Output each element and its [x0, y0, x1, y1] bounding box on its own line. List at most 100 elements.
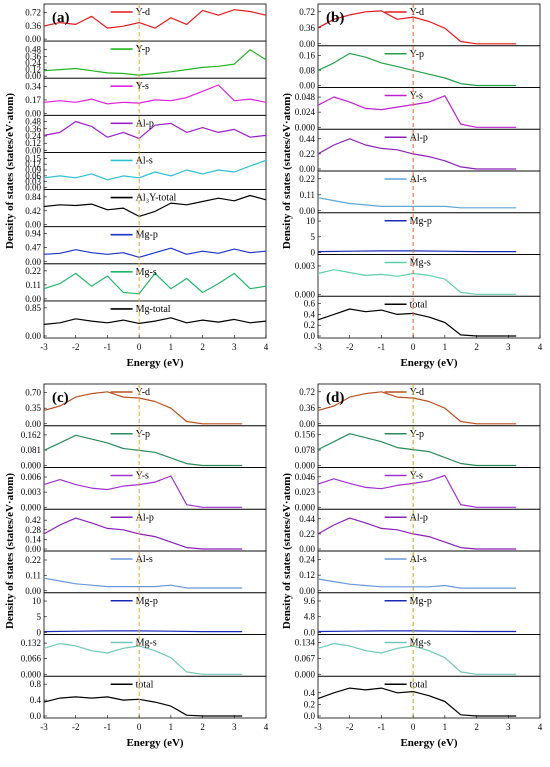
legend-label: Al-p: [410, 132, 428, 143]
y-tick-label: 0.003: [295, 261, 316, 271]
x-tick-label: 4: [538, 342, 543, 352]
panel-label: (a): [52, 10, 70, 26]
legend-label: Mg-p: [136, 596, 158, 607]
y-axis-title: Density of states (states/eV·atom): [281, 93, 293, 249]
legend-label: Y-s: [410, 91, 423, 102]
x-tick-label: 1: [169, 342, 174, 352]
series-line-y-d: [317, 10, 517, 45]
series-line-mg-p: [43, 247, 267, 258]
y-tick-label: 0.35: [25, 403, 41, 413]
subplot-frame: [317, 675, 541, 719]
y-tick-label: 0.42: [25, 206, 41, 216]
x-tick-label: 2: [200, 342, 205, 352]
y-tick-label: 0.34: [25, 82, 41, 92]
y-tick-label: 0.44: [299, 134, 315, 144]
y-tick-label: 0.081: [21, 445, 41, 455]
subplot-frame: [317, 295, 541, 339]
x-tick-label: 3: [506, 342, 511, 352]
y-tick-label: 0.44: [299, 514, 315, 524]
y-tick-label: 0.22: [25, 266, 41, 276]
y-tick-label: 0.000: [295, 461, 316, 471]
legend-label: Y-d: [410, 387, 424, 398]
y-tick-label: 0.72: [299, 387, 315, 397]
subplot-frame: [43, 40, 267, 79]
y-tick-label: 0.2: [304, 320, 315, 330]
x-tick-label: -3: [314, 722, 322, 732]
series-line-total: [317, 687, 517, 717]
x-axis-title: Energy (eV): [400, 737, 457, 749]
subplot-frame: [43, 152, 267, 190]
series-line-y-d: [43, 391, 243, 425]
subplot-frame: [43, 675, 267, 719]
x-tick-label: 0: [411, 722, 416, 732]
x-tick-label: 3: [232, 342, 237, 352]
y-tick-label: 4.8: [304, 612, 316, 622]
y-tick-label: 0.11: [300, 190, 315, 200]
legend-label: Mg-p: [410, 216, 432, 227]
y-tick-label: 0.046: [295, 472, 316, 482]
y-tick-label: 0.24: [25, 58, 41, 68]
series-line-y-d: [317, 391, 517, 425]
series-line-al-s: [43, 577, 243, 589]
series-line-mg-s: [317, 643, 517, 675]
y-tick-label: 0.22: [299, 174, 315, 184]
y-tick-label: 0.84: [25, 192, 41, 202]
y-tick-label: 0: [311, 248, 316, 258]
legend-label: Y-d: [136, 7, 150, 18]
x-tick-label: -1: [104, 342, 112, 352]
y-tick-label: 0.000: [21, 669, 42, 679]
y-tick-label: 0.000: [295, 502, 316, 512]
series-line-al-y-total: [43, 194, 267, 217]
x-tick-label: 4: [264, 722, 269, 732]
y-tick-label: 0.2: [304, 699, 315, 709]
subplot-frame: [317, 467, 541, 510]
x-tick-label: -1: [104, 722, 112, 732]
series-line-mg-p: [43, 630, 243, 633]
y-tick-label: 0.48: [25, 117, 41, 127]
y-tick-label: 0.00: [25, 419, 41, 429]
subplot-frame: [43, 467, 267, 510]
y-tick-label: 0.6: [304, 299, 316, 309]
legend-label: Al₃Y-total: [136, 193, 177, 204]
y-tick-label: 0.00: [25, 71, 41, 81]
y-tick-label: 0.36: [25, 51, 41, 61]
y-tick-label: 0.24: [25, 131, 41, 141]
y-tick-label: 0.70: [25, 388, 41, 398]
series-line-al-s: [317, 197, 517, 209]
y-tick-label: 0.00: [25, 145, 41, 155]
y-tick-label: 0.36: [25, 124, 41, 134]
y-tick-label: 0.000: [295, 122, 316, 132]
y-tick-label: 0.048: [295, 92, 316, 102]
y-axis-title: Density of states (states/eV·atom): [281, 473, 293, 629]
subplot-frame: [317, 87, 541, 130]
y-tick-label: 0.11: [26, 570, 41, 580]
y-tick-label: 0.0: [304, 331, 316, 341]
subplot-frame: [317, 45, 541, 88]
subplot-frame: [317, 508, 541, 552]
series-line-total: [317, 308, 517, 337]
legend-label: Mg-total: [136, 304, 171, 315]
series-line-mg-s: [317, 269, 517, 295]
x-tick-label: -1: [378, 722, 386, 732]
y-tick-label: 0.22: [299, 529, 315, 539]
x-tick-label: 2: [474, 722, 479, 732]
subplot-frame: [43, 114, 267, 153]
y-tick-label: 10: [306, 216, 316, 226]
legend-label: Y-p: [410, 429, 424, 440]
y-tick-label: 0.47: [25, 243, 41, 253]
legend-label: Mg-p: [410, 596, 432, 607]
x-axis-title: Energy (eV): [400, 357, 457, 369]
y-tick-label: 0.15: [25, 153, 41, 163]
x-tick-label: 3: [506, 722, 511, 732]
legend-label: Al-s: [136, 155, 153, 166]
y-tick-label: 0.00: [25, 183, 41, 193]
y-tick-label: 0.42: [25, 515, 41, 525]
y-tick-label: 0.28: [25, 525, 41, 535]
y-tick-label: 0.000: [21, 502, 42, 512]
y-tick-label: 0.000: [295, 289, 316, 299]
y-tick-label: 0.067: [295, 653, 316, 663]
legend-label: Y-s: [410, 471, 423, 482]
series-line-mg-s: [43, 643, 243, 675]
y-tick-label: 5: [311, 232, 316, 242]
y-tick-label: 0.16: [299, 50, 315, 60]
